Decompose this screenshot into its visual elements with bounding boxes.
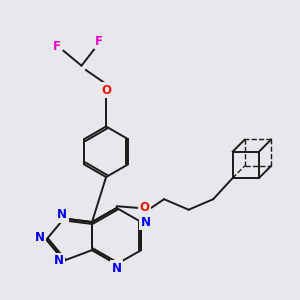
Text: F: F <box>53 40 61 53</box>
Text: N: N <box>57 208 67 221</box>
Text: O: O <box>140 202 150 214</box>
Text: N: N <box>35 231 45 244</box>
Text: N: N <box>54 254 64 267</box>
Text: O: O <box>101 84 111 97</box>
Text: F: F <box>95 34 103 48</box>
Text: N: N <box>112 262 122 275</box>
Text: N: N <box>141 215 151 229</box>
